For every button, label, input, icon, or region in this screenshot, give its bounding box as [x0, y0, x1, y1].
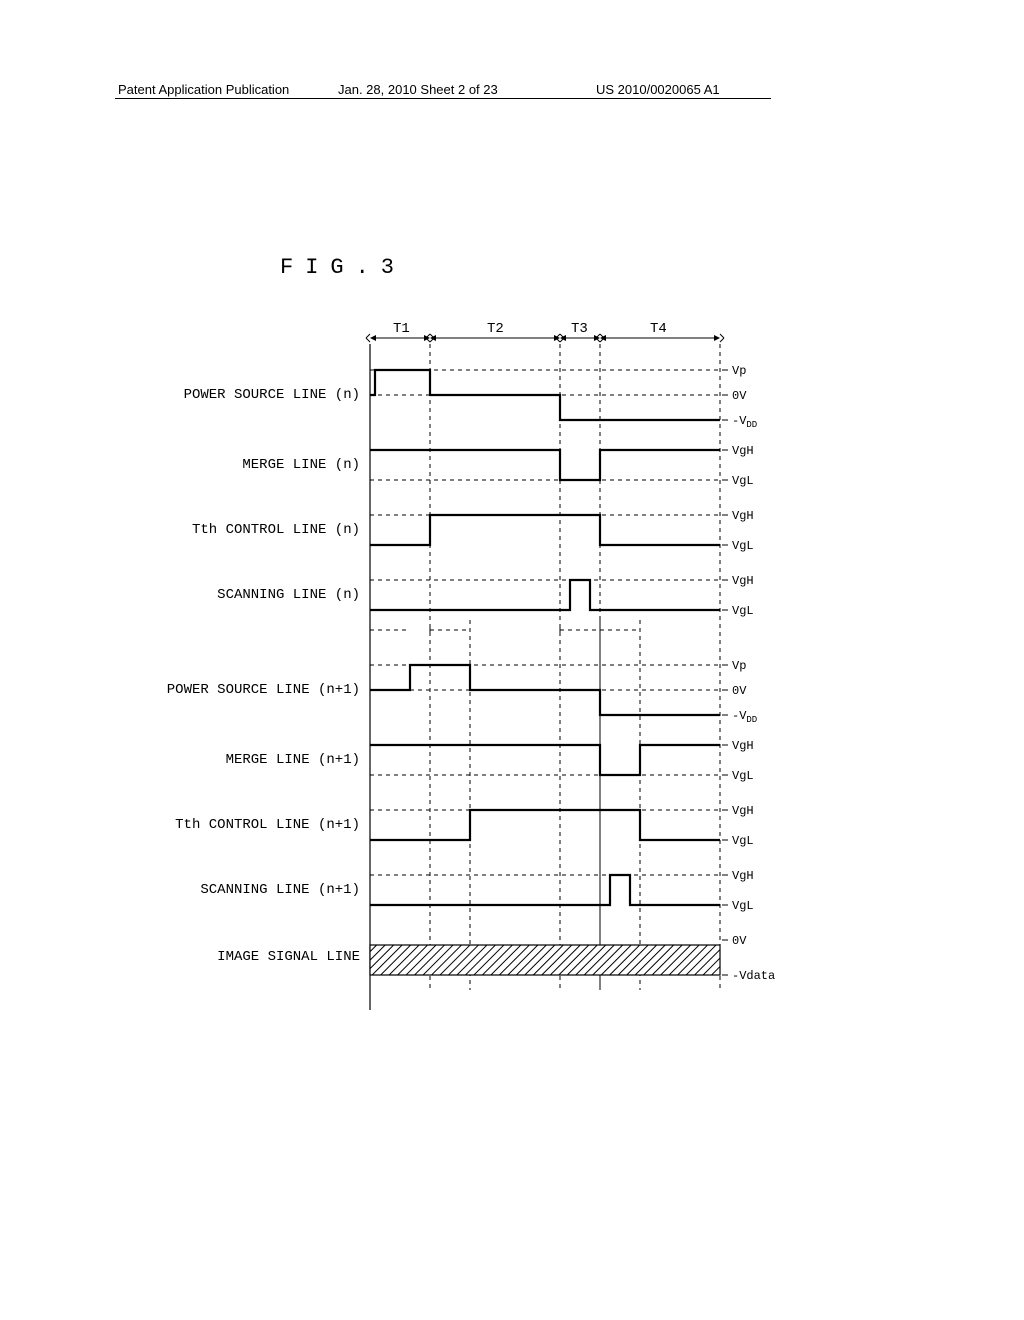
svg-text:POWER SOURCE LINE (n): POWER SOURCE LINE (n)	[184, 387, 360, 403]
svg-text:T1: T1	[393, 321, 410, 337]
svg-text:VgL: VgL	[732, 539, 754, 553]
svg-text:T3: T3	[571, 321, 588, 337]
svg-text:Tth CONTROL LINE (n+1): Tth CONTROL LINE (n+1)	[175, 817, 360, 833]
svg-text:VgH: VgH	[732, 804, 754, 818]
header-right: US 2010/0020065 A1	[596, 82, 720, 97]
header-rule	[115, 98, 771, 99]
svg-text:IMAGE SIGNAL LINE: IMAGE SIGNAL LINE	[217, 949, 360, 965]
svg-text:SCANNING LINE (n): SCANNING LINE (n)	[217, 587, 360, 603]
svg-text:0V: 0V	[732, 934, 747, 948]
svg-text:VgH: VgH	[732, 869, 754, 883]
svg-text:VgH: VgH	[732, 574, 754, 588]
header-left: Patent Application Publication	[118, 82, 289, 97]
svg-text:VgL: VgL	[732, 604, 754, 618]
svg-text:VgL: VgL	[732, 834, 754, 848]
timing-svg: T1 T2 T3 T4 POWER SOURCE LINE (n) Vp 0V -VDD MER…	[110, 320, 870, 1080]
svg-text:T2: T2	[487, 321, 504, 337]
figure-title: FIG.3	[280, 255, 406, 280]
svg-text:VgL: VgL	[732, 769, 754, 783]
svg-text:MERGE LINE (n+1): MERGE LINE (n+1)	[226, 752, 360, 768]
svg-text:SCANNING LINE (n+1): SCANNING LINE (n+1)	[200, 882, 360, 898]
svg-text:MERGE LINE (n): MERGE LINE (n)	[242, 457, 360, 473]
svg-text:-Vdata: -Vdata	[732, 969, 775, 983]
svg-text:-VDD: -VDD	[732, 709, 757, 725]
svg-text:VgL: VgL	[732, 474, 754, 488]
header-center: Jan. 28, 2010 Sheet 2 of 23	[338, 82, 498, 97]
svg-text:0V: 0V	[732, 684, 747, 698]
svg-text:Tth CONTROL LINE (n): Tth CONTROL LINE (n)	[192, 522, 360, 538]
svg-text:T4: T4	[650, 321, 667, 337]
svg-text:VgH: VgH	[732, 444, 754, 458]
svg-text:POWER SOURCE LINE (n+1): POWER SOURCE LINE (n+1)	[167, 682, 360, 698]
svg-text:Vp: Vp	[732, 364, 746, 378]
svg-text:Vp: Vp	[732, 659, 746, 673]
svg-text:VgL: VgL	[732, 899, 754, 913]
svg-text:VgH: VgH	[732, 509, 754, 523]
timing-diagram: T1 T2 T3 T4 POWER SOURCE LINE (n) Vp 0V -VDD MER…	[110, 320, 870, 1080]
svg-text:0V: 0V	[732, 389, 747, 403]
svg-text:VgH: VgH	[732, 739, 754, 753]
svg-text:-VDD: -VDD	[732, 414, 757, 430]
